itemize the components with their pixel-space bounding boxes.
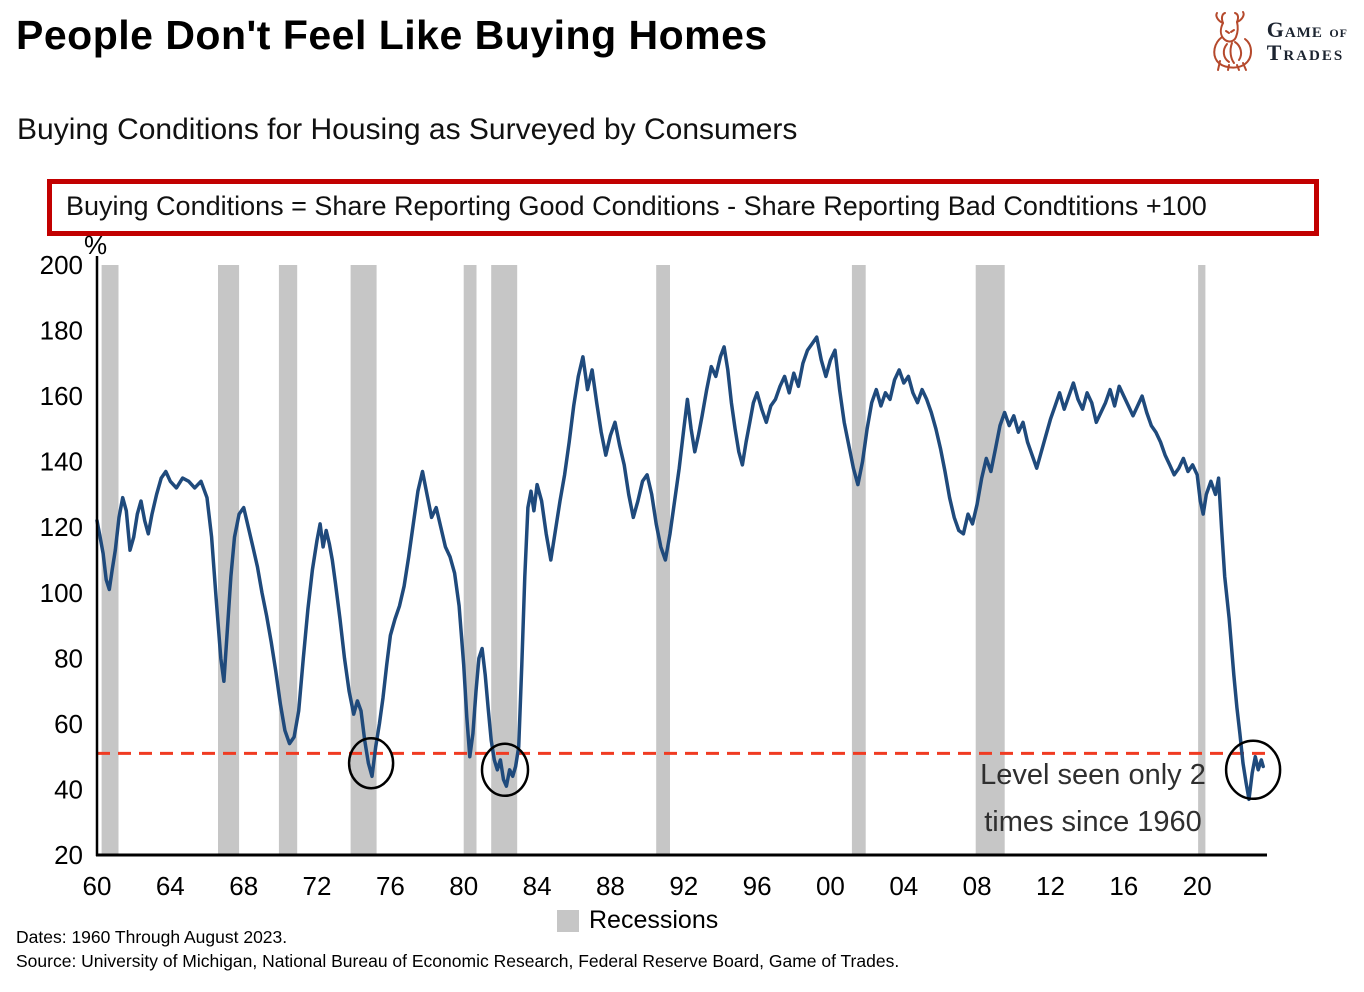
x-tick-label: 92 [669, 871, 698, 901]
game-of-trades-logo: Game OF Trades [1207, 10, 1348, 72]
x-tick-label: 68 [229, 871, 258, 901]
y-tick-label: 160 [40, 381, 83, 411]
logo-word-of: OF [1329, 25, 1348, 40]
recession-band [975, 265, 1005, 855]
x-tick-label: 72 [303, 871, 332, 901]
formula-text: Buying Conditions = Share Reporting Good… [66, 191, 1207, 221]
x-tick-label: 60 [83, 871, 112, 901]
y-tick-label: 100 [40, 578, 83, 608]
x-tick-label: 64 [156, 871, 185, 901]
recessions-legend: Recessions [557, 906, 718, 935]
buying-conditions-line [95, 335, 1265, 802]
recession-band [101, 265, 119, 855]
recession-band [218, 265, 240, 855]
x-tick-label: 16 [1109, 871, 1138, 901]
x-tick-label: 96 [743, 871, 772, 901]
recession-band [1198, 265, 1206, 855]
chart-subtitle: Buying Conditions for Housing as Surveye… [17, 113, 798, 146]
highlight-circle [480, 742, 530, 798]
x-tick-label: 04 [889, 871, 918, 901]
y-tick-label: 180 [40, 316, 83, 346]
logo-word-trades: Trades [1266, 40, 1345, 65]
page-title: People Don't Feel Like Buying Homes [16, 12, 768, 58]
y-tick-label: 80 [54, 643, 83, 673]
highlight-circle [347, 736, 395, 790]
recession-band [278, 265, 298, 855]
x-tick-label: 20 [1183, 871, 1212, 901]
recession-legend-label: Recessions [589, 906, 719, 934]
x-tick-label: 12 [1036, 871, 1065, 901]
bull-icon [1212, 11, 1252, 71]
recession-band [463, 265, 477, 855]
x-tick-label: 84 [523, 871, 552, 901]
highlight-circle [1224, 739, 1282, 801]
y-tick-label: 40 [54, 774, 83, 804]
x-tick-label: 00 [816, 871, 845, 901]
y-axis-unit-label: % [84, 230, 108, 260]
y-tick-label: 200 [40, 250, 83, 280]
y-tick-label: 20 [54, 840, 83, 870]
x-tick-label: 76 [376, 871, 405, 901]
y-tick-label: 140 [40, 447, 83, 477]
recession-band [851, 265, 866, 855]
recession-band [350, 265, 377, 855]
logo-word-game: Game [1266, 16, 1323, 42]
y-tick-label: 60 [54, 709, 83, 739]
recession-band [656, 265, 670, 855]
x-tick-label: 80 [449, 871, 478, 901]
recession-legend-swatch [557, 909, 579, 932]
footnote-source: Source: University of Michigan, National… [16, 951, 900, 971]
x-tick-label: 08 [963, 871, 992, 901]
logo-text: Game OF Trades [1267, 18, 1348, 64]
footnote-dates: Dates: 1960 Through August 2023. [16, 927, 288, 947]
x-tick-label: 88 [596, 871, 625, 901]
buying-conditions-chart: 20 40 60 80 100 120 140 160 180 200 60 64 68 72 76 80 84… [40, 250, 1282, 901]
y-tick-label: 120 [40, 512, 83, 542]
formula-box: Buying Conditions = Share Reporting Good… [47, 179, 1319, 236]
